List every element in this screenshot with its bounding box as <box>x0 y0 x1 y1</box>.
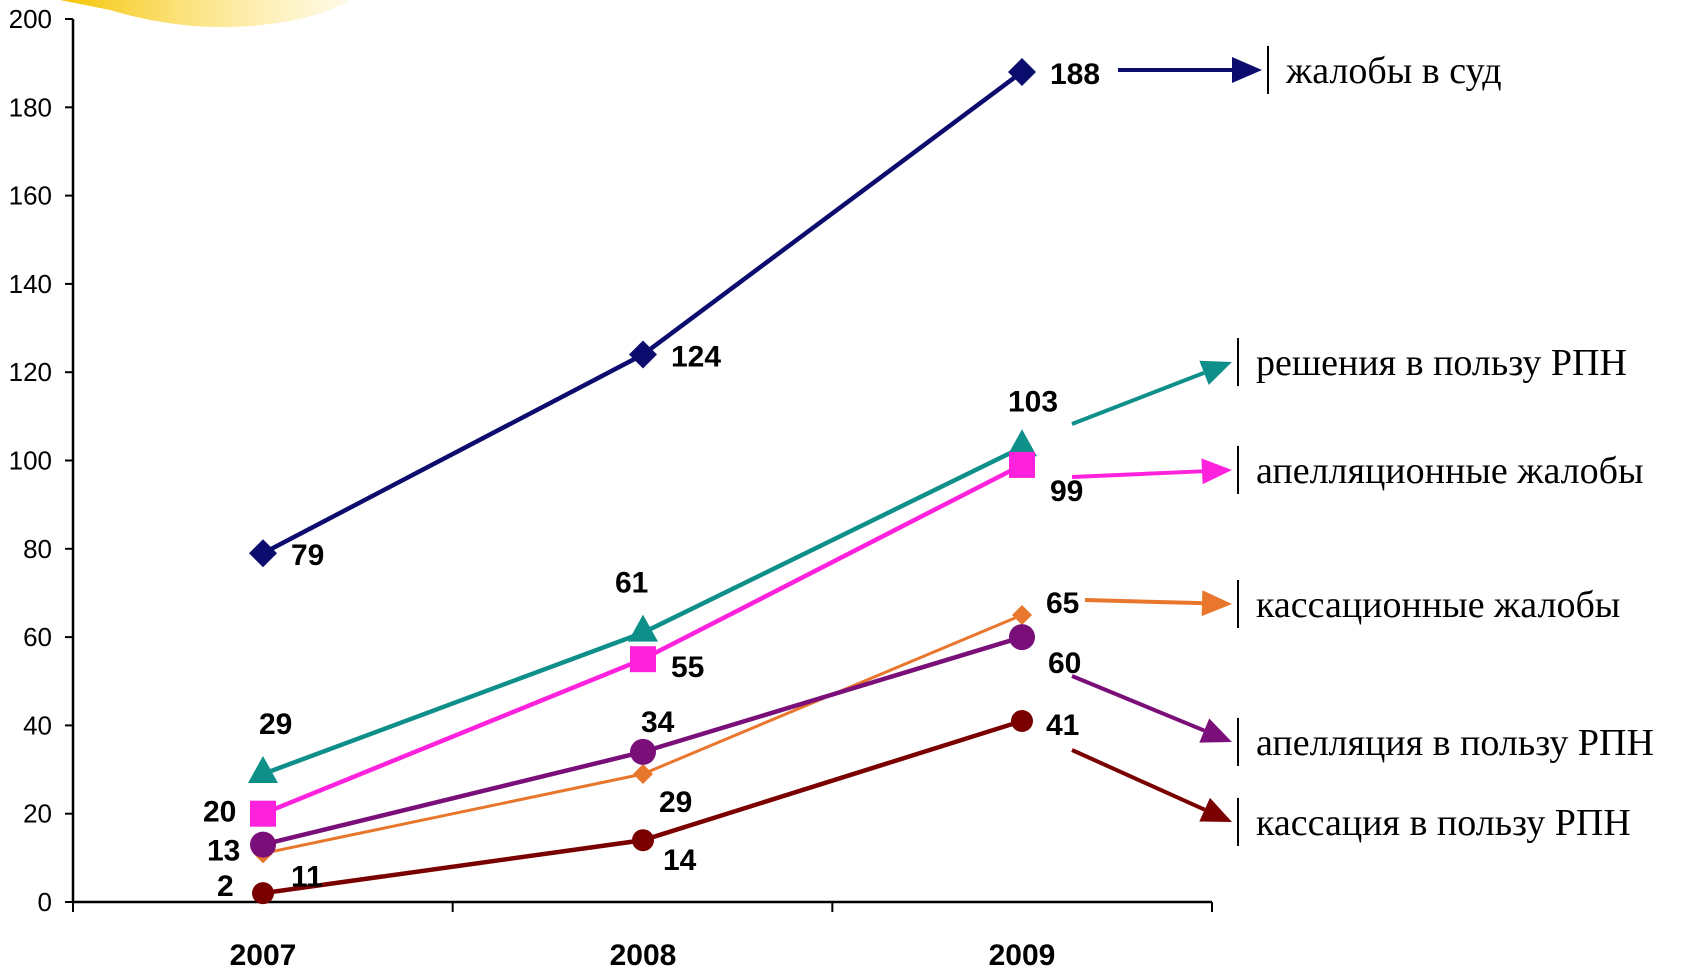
legend: жалобы в суд решения в пользу РПН апелляци… <box>1071 46 1654 846</box>
y-tick-label: 20 <box>23 799 52 829</box>
legend-arrow-4 <box>1071 674 1206 733</box>
legend-label-3: кассационные жалобы <box>1256 584 1620 626</box>
data-label-5: 2 <box>217 870 234 903</box>
axes: 0 20 40 60 80 100 120 140 160 180 200 2007 2008 2009 <box>9 4 1213 969</box>
marker-0 <box>249 539 277 568</box>
data-label-2: 20 <box>203 796 236 829</box>
legend-label-1: решения в пользу РПН <box>1256 342 1627 384</box>
marker-4 <box>1009 624 1035 651</box>
marker-4 <box>630 738 656 765</box>
data-label-1: 61 <box>615 567 648 600</box>
x-tick-label: 2007 <box>230 939 297 969</box>
marker-2 <box>250 800 276 827</box>
y-tick-label: 80 <box>23 534 52 564</box>
marker-5 <box>632 829 654 852</box>
data-label-1: 29 <box>259 708 292 741</box>
y-tick-label: 40 <box>23 710 52 740</box>
legend-arrowhead-4 <box>1199 718 1232 743</box>
data-labels: 79 124 188 29 61 103 20 55 99 11 29 65 13 34 60 2 14 41 <box>203 58 1100 903</box>
legend-arrowhead-0 <box>1232 57 1262 83</box>
y-tick-label: 120 <box>9 357 52 387</box>
decorative-flag-corner <box>60 0 350 28</box>
data-label-0: 79 <box>291 539 324 572</box>
data-label-4: 60 <box>1048 647 1081 680</box>
legend-arrow-5 <box>1071 748 1206 812</box>
legend-arrow-1 <box>1071 370 1205 426</box>
marker-0 <box>1008 57 1036 86</box>
marker-2 <box>630 646 656 673</box>
series-markers <box>248 57 1037 905</box>
y-tick-label: 100 <box>9 446 52 476</box>
marker-3 <box>633 763 653 784</box>
data-label-0: 124 <box>671 341 721 374</box>
legend-arrow-2 <box>1071 469 1203 479</box>
data-label-4: 34 <box>641 706 675 739</box>
y-tick-label: 160 <box>9 181 52 211</box>
legend-arrow-3 <box>1084 598 1203 606</box>
y-tick-label: 200 <box>9 4 52 34</box>
marker-3 <box>1012 605 1032 626</box>
marker-5 <box>252 882 274 905</box>
x-tick-label: 2008 <box>610 939 677 969</box>
data-label-3: 65 <box>1046 587 1079 620</box>
data-label-2: 99 <box>1050 475 1083 508</box>
y-tick-label: 140 <box>9 269 52 299</box>
marker-0 <box>629 340 657 369</box>
legend-arrowhead-5 <box>1199 797 1232 822</box>
legend-label-4: апелляция в пользу РПН <box>1256 722 1654 764</box>
y-tick-label: 180 <box>9 92 52 122</box>
y-tick-label: 0 <box>38 887 52 917</box>
legend-label-2: апелляционные жалобы <box>1256 450 1644 492</box>
legend-arrowhead-2 <box>1201 458 1232 485</box>
x-tick-label: 2009 <box>989 939 1056 969</box>
marker-1 <box>1007 429 1037 457</box>
y-tick-label: 60 <box>23 622 52 652</box>
legend-arrowhead-1 <box>1199 360 1232 385</box>
marker-1 <box>628 614 658 642</box>
marker-4 <box>250 831 276 858</box>
legend-arrowhead-3 <box>1201 590 1232 617</box>
marker-5 <box>1011 709 1033 732</box>
marker-2 <box>1009 451 1035 478</box>
data-label-3: 29 <box>659 786 692 819</box>
data-label-4: 13 <box>207 835 240 868</box>
data-label-1: 103 <box>1008 385 1058 418</box>
series-line-0 <box>261 70 1024 556</box>
data-label-0: 188 <box>1050 58 1100 91</box>
data-label-5: 14 <box>663 844 697 877</box>
data-label-5: 41 <box>1046 709 1079 742</box>
data-label-3: 11 <box>291 860 323 893</box>
legend-label-5: кассация в пользу РПН <box>1256 802 1631 844</box>
marker-1 <box>248 755 278 783</box>
legend-label-0: жалобы в суд <box>1285 50 1502 92</box>
data-label-2: 55 <box>671 651 704 684</box>
